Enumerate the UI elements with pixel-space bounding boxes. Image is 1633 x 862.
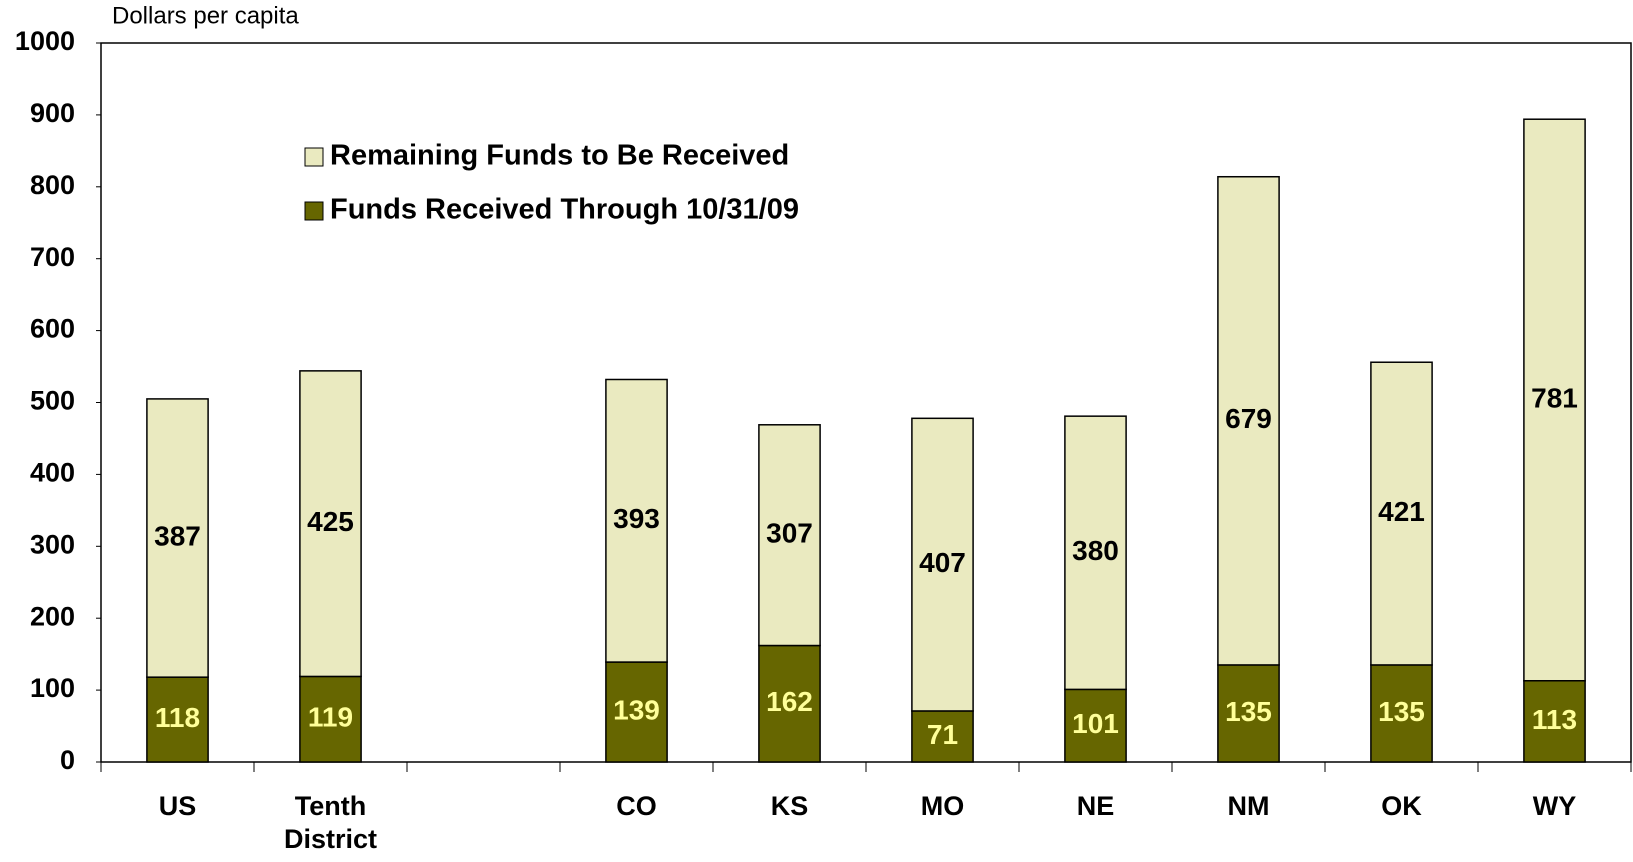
y-tick-label: 500 <box>30 386 75 416</box>
data-label: 421 <box>1378 496 1425 527</box>
x-tick-label: WY <box>1532 791 1577 821</box>
y-tick-label: 600 <box>30 314 75 344</box>
bar-segment <box>605 661 668 763</box>
data-label: 113 <box>1532 704 1577 735</box>
data-label: 679 <box>1225 403 1272 434</box>
data-label: 307 <box>766 518 813 549</box>
bar-segment <box>1217 175 1280 666</box>
legend-label: Funds Received Through 10/31/09 <box>330 194 799 226</box>
data-label: 118 <box>155 702 200 733</box>
bar-segment <box>1523 118 1586 682</box>
bar-segment <box>1523 680 1586 763</box>
legend-swatch <box>304 147 324 167</box>
x-tick-label: NM <box>1227 791 1270 821</box>
data-label: 162 <box>766 686 813 717</box>
bar-segment <box>1064 415 1127 691</box>
y-tick-label: 1000 <box>15 26 75 56</box>
bar-segment <box>299 675 362 763</box>
y-tick-label: 700 <box>30 242 75 272</box>
bar-segment <box>1370 361 1433 666</box>
data-label: 135 <box>1225 696 1272 727</box>
x-tick-label: MO <box>920 791 965 821</box>
y-tick-label: 900 <box>30 98 75 128</box>
x-tick-label: US <box>158 791 197 821</box>
bar-segment <box>146 676 209 763</box>
y-tick-label: 400 <box>30 458 75 488</box>
bar-segment <box>758 424 821 647</box>
data-label: 380 <box>1072 535 1119 566</box>
x-tick-label: KS <box>770 791 809 821</box>
data-label: 407 <box>919 547 966 578</box>
y-tick-label: 0 <box>60 745 75 775</box>
y-tick-label: 200 <box>30 601 75 631</box>
data-label: 119 <box>308 702 353 733</box>
x-tick-label: Tenth District <box>283 791 378 854</box>
bar-segment <box>1217 664 1280 763</box>
data-label: 387 <box>154 520 201 551</box>
bar-segment <box>146 398 209 678</box>
x-tick-label: CO <box>616 791 657 821</box>
data-label: 781 <box>1531 382 1578 413</box>
bar-segment <box>299 370 362 678</box>
legend-swatch <box>304 201 324 221</box>
legend-label: Remaining Funds to Be Received <box>330 140 789 172</box>
y-tick-label: 800 <box>30 170 75 200</box>
data-label: 425 <box>307 506 354 537</box>
y-axis-label: Dollars per capita <box>112 2 299 29</box>
bar-segment <box>1370 664 1433 763</box>
bar-segment <box>758 644 821 763</box>
x-tick-label: OK <box>1381 791 1422 821</box>
data-label: 135 <box>1378 696 1425 727</box>
data-label: 393 <box>613 503 660 534</box>
bar-segment <box>911 417 974 712</box>
bar-segment <box>605 378 668 663</box>
x-tick-label: NE <box>1076 791 1115 821</box>
y-tick-label: 300 <box>30 529 75 559</box>
data-label: 101 <box>1072 708 1119 739</box>
bar-segment <box>1064 688 1127 763</box>
data-label: 139 <box>613 694 660 725</box>
bar-segment <box>911 710 974 763</box>
data-label: 71 <box>927 719 958 750</box>
y-tick-label: 100 <box>30 673 75 703</box>
